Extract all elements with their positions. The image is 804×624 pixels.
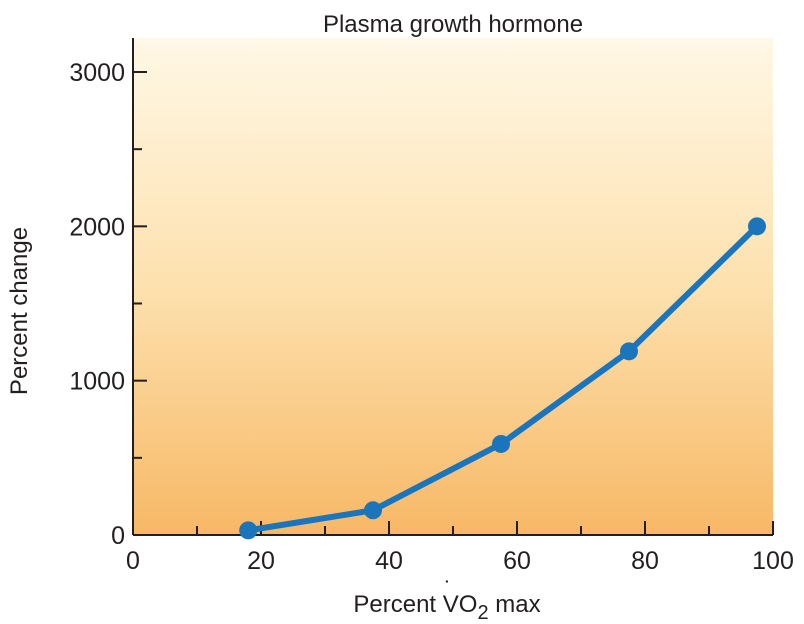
y-tick-label: 2000 <box>69 213 125 241</box>
x-axis-title: Percent VO2 max <box>353 591 540 624</box>
x-axis-title-suffix: max <box>489 591 541 618</box>
plot-area-background <box>133 38 773 535</box>
series-group <box>239 217 766 540</box>
x-tick-label: 40 <box>375 547 403 575</box>
data-point <box>492 434 510 453</box>
y-tick-label: 0 <box>111 522 125 550</box>
data-point <box>364 501 382 520</box>
x-tick-label: 20 <box>247 547 275 575</box>
x-axis-title-o: O <box>459 591 478 618</box>
data-point <box>239 521 258 540</box>
y-axis-title: Percent change <box>6 227 33 395</box>
axis-ticks <box>132 71 774 536</box>
data-point <box>620 342 638 361</box>
x-axis-title-var: V <box>443 591 459 618</box>
x-tick-label: 0 <box>126 547 140 575</box>
data-point <box>748 217 766 236</box>
y-tick-label: 1000 <box>69 368 125 396</box>
vdot-overdot: ˙ <box>444 577 452 604</box>
y-tick-label: 3000 <box>69 59 125 87</box>
x-tick-label: 80 <box>631 547 659 575</box>
x-axis-title-prefix: Percent <box>353 591 442 618</box>
chart-title: Plasma growth hormone <box>323 11 583 38</box>
x-tick-label: 100 <box>752 547 794 575</box>
x-tick-label: 60 <box>503 547 531 575</box>
x-axis-title-subscript: 2 <box>477 602 488 624</box>
